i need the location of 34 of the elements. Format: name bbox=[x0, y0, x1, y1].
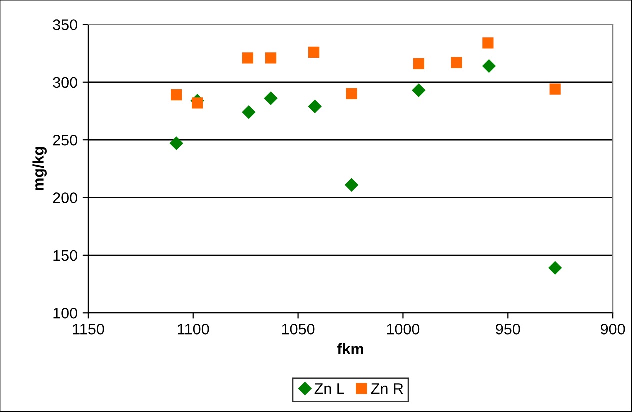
x-axis-title: fkm bbox=[337, 343, 364, 354]
legend-label: Zn R bbox=[371, 384, 404, 394]
point bbox=[413, 58, 425, 70]
y-axis-title: mg/kg bbox=[32, 147, 48, 190]
point bbox=[412, 84, 426, 98]
point bbox=[451, 57, 462, 68]
point bbox=[482, 60, 496, 73]
point bbox=[192, 98, 204, 109]
point bbox=[264, 92, 278, 106]
y-tick-label: 100 bbox=[54, 308, 78, 319]
y-tick-label: 250 bbox=[53, 134, 78, 146]
x-tick-label: 950 bbox=[496, 324, 520, 335]
y-tick-label: 300 bbox=[53, 77, 78, 88]
y-tick-label: 200 bbox=[53, 192, 78, 204]
point bbox=[170, 136, 184, 150]
point bbox=[308, 46, 320, 58]
x-tick-label: 1050 bbox=[282, 324, 315, 335]
x-tick-label: 1000 bbox=[387, 324, 420, 335]
point bbox=[265, 52, 277, 64]
point bbox=[345, 178, 358, 192]
x-tick-label: 1150 bbox=[73, 324, 104, 335]
legend-label: Zn L bbox=[314, 384, 344, 394]
x-tick-label: 900 bbox=[601, 324, 626, 335]
point bbox=[548, 262, 562, 275]
point bbox=[242, 52, 254, 64]
x-tick-label: 1100 bbox=[178, 324, 210, 335]
point bbox=[242, 106, 256, 119]
point bbox=[308, 100, 322, 114]
point bbox=[346, 88, 358, 100]
y-tick-label: 150 bbox=[54, 250, 78, 262]
y-tick-label: 350 bbox=[53, 20, 78, 30]
point bbox=[171, 90, 182, 101]
point bbox=[482, 38, 494, 49]
point bbox=[550, 84, 561, 95]
